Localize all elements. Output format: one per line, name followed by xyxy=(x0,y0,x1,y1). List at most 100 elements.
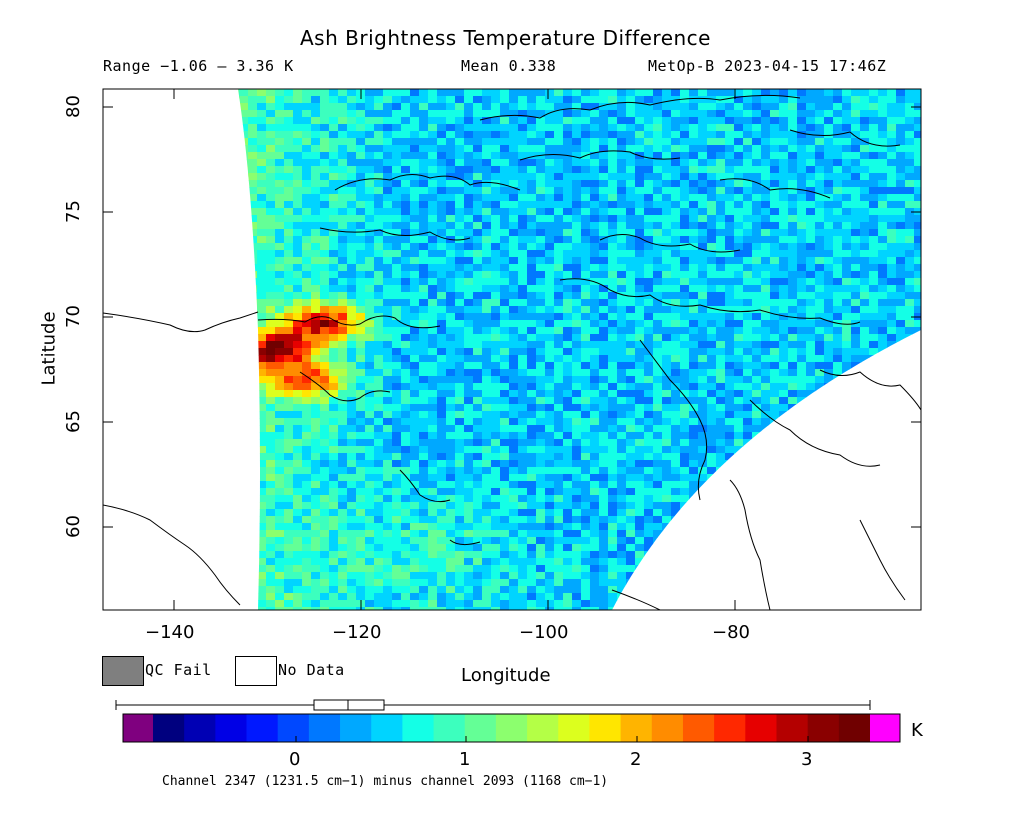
heatmap-cell xyxy=(401,103,411,111)
heatmap-cell xyxy=(626,257,636,265)
heatmap-cell xyxy=(617,348,627,356)
heatmap-cell xyxy=(401,376,411,384)
heatmap-cell xyxy=(284,432,294,440)
heatmap-cell xyxy=(491,418,501,426)
heatmap-cell xyxy=(797,425,807,433)
heatmap-cell xyxy=(707,369,717,377)
heatmap-cell xyxy=(383,306,393,314)
heatmap-cell xyxy=(338,145,348,153)
heatmap-cell xyxy=(536,362,546,370)
heatmap-cell xyxy=(563,327,573,335)
heatmap-cell xyxy=(482,145,492,153)
heatmap-cell xyxy=(536,215,546,223)
heatmap-cell xyxy=(464,264,474,272)
heatmap-cell xyxy=(239,488,249,496)
heatmap-cell xyxy=(365,516,375,524)
heatmap-cell xyxy=(464,271,474,279)
heatmap-cell xyxy=(374,523,384,531)
heatmap-cell xyxy=(824,509,834,517)
heatmap-cell xyxy=(725,341,735,349)
heatmap-cell xyxy=(572,439,582,447)
heatmap-cell xyxy=(320,89,330,97)
heatmap-cell xyxy=(302,362,312,370)
heatmap-cell xyxy=(770,103,780,111)
heatmap-cell xyxy=(518,187,528,195)
heatmap-cell xyxy=(860,446,870,454)
heatmap-cell xyxy=(725,481,735,489)
heatmap-cell xyxy=(491,124,501,132)
heatmap-cell xyxy=(797,460,807,468)
heatmap-cell xyxy=(689,474,699,482)
heatmap-cell xyxy=(347,439,357,447)
heatmap-cell xyxy=(797,474,807,482)
heatmap-cell xyxy=(239,516,249,524)
heatmap-cell xyxy=(842,208,852,216)
heatmap-cell xyxy=(680,474,690,482)
heatmap-cell xyxy=(653,243,663,251)
heatmap-cell xyxy=(707,173,717,181)
heatmap-cell xyxy=(761,236,771,244)
heatmap-cell xyxy=(617,285,627,293)
heatmap-cell xyxy=(626,166,636,174)
heatmap-cell xyxy=(617,96,627,104)
heatmap-cell xyxy=(527,103,537,111)
heatmap-cell xyxy=(689,138,699,146)
heatmap-cell xyxy=(275,460,285,468)
heatmap-cell xyxy=(671,362,681,370)
heatmap-cell xyxy=(284,89,294,97)
heatmap-cell xyxy=(239,229,249,237)
heatmap-cell xyxy=(410,516,420,524)
heatmap-cell xyxy=(554,110,564,118)
heatmap-cell xyxy=(428,320,438,328)
heatmap-cell xyxy=(563,264,573,272)
heatmap-cell xyxy=(311,334,321,342)
heatmap-cell xyxy=(770,299,780,307)
heatmap-cell xyxy=(473,334,483,342)
heatmap-cell xyxy=(329,418,339,426)
heatmap-cell xyxy=(833,222,843,230)
heatmap-cell xyxy=(464,208,474,216)
heatmap-cell xyxy=(878,432,888,440)
heatmap-cell xyxy=(419,453,429,461)
heatmap-cell xyxy=(266,516,276,524)
heatmap-cell xyxy=(626,404,636,412)
heatmap-cell xyxy=(293,425,303,433)
heatmap-cell xyxy=(806,278,816,286)
heatmap-cell xyxy=(815,278,825,286)
heatmap-cell xyxy=(491,488,501,496)
heatmap-cell xyxy=(491,159,501,167)
heatmap-cell xyxy=(662,495,672,503)
heatmap-cell xyxy=(482,432,492,440)
heatmap-cell xyxy=(536,376,546,384)
heatmap-cell xyxy=(302,194,312,202)
heatmap-cell xyxy=(338,537,348,545)
heatmap-cell xyxy=(779,341,789,349)
heatmap-cell xyxy=(743,243,753,251)
heatmap-cell xyxy=(239,523,249,531)
heatmap-cell xyxy=(599,110,609,118)
heatmap-cell xyxy=(770,495,780,503)
heatmap-cell xyxy=(392,320,402,328)
heatmap-cell xyxy=(608,334,618,342)
heatmap-cell xyxy=(860,362,870,370)
heatmap-cell xyxy=(320,418,330,426)
heatmap-cell xyxy=(698,383,708,391)
heatmap-cell xyxy=(896,145,906,153)
heatmap-cell xyxy=(626,103,636,111)
heatmap-cell xyxy=(410,292,420,300)
heatmap-cell xyxy=(572,243,582,251)
heatmap-cell xyxy=(365,159,375,167)
heatmap-cell xyxy=(374,362,384,370)
heatmap-cell xyxy=(752,502,762,510)
heatmap-cell xyxy=(779,250,789,258)
heatmap-cell xyxy=(860,376,870,384)
heatmap-cell xyxy=(257,446,267,454)
heatmap-cell xyxy=(599,327,609,335)
heatmap-cell xyxy=(725,453,735,461)
heatmap-cell xyxy=(320,285,330,293)
heatmap-cell xyxy=(626,89,636,97)
heatmap-cell xyxy=(383,96,393,104)
heatmap-cell xyxy=(644,96,654,104)
heatmap-cell xyxy=(437,124,447,132)
heatmap-cell xyxy=(572,369,582,377)
